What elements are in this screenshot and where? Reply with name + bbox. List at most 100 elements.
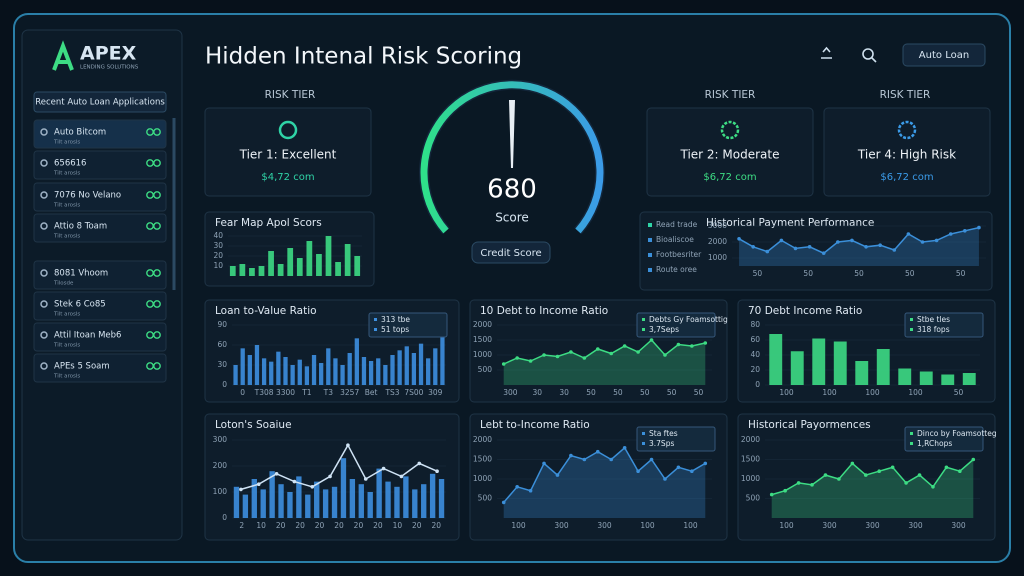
bar (233, 365, 238, 385)
bar (368, 361, 374, 385)
tier-icon (278, 120, 298, 140)
bar (233, 486, 240, 518)
line (771, 458, 974, 496)
point (328, 474, 332, 479)
point (528, 359, 533, 363)
point (863, 473, 868, 477)
point (292, 479, 297, 484)
point (810, 483, 814, 487)
gauge-label: Score (495, 211, 529, 225)
bar (258, 266, 265, 276)
point (877, 469, 882, 474)
y-tick-label: 0 (755, 380, 760, 389)
bar (383, 365, 388, 385)
point (595, 347, 600, 351)
point (821, 251, 826, 255)
bar (919, 371, 933, 385)
x-tick-label: 50 (905, 269, 915, 278)
y-tick-label: 1000 (473, 474, 492, 483)
point (609, 457, 614, 462)
y-tick-label: 0 (222, 380, 227, 389)
item-icon (40, 191, 48, 199)
item-icon (40, 300, 48, 308)
application-item[interactable] (33, 213, 167, 243)
item-name: 7076 No Velano (54, 191, 121, 201)
bar (790, 351, 804, 385)
x-tick-label: 100 (683, 521, 698, 530)
bar (239, 264, 246, 276)
x-tick-label: 309 (428, 388, 443, 397)
application-item[interactable] (33, 353, 167, 383)
bar (376, 358, 381, 385)
bar (335, 262, 341, 276)
point (751, 245, 755, 249)
x-tick-label: 300 (865, 521, 880, 530)
y-tick-label: 1500 (473, 335, 492, 344)
bar (261, 358, 267, 385)
point (515, 356, 519, 360)
point (793, 246, 798, 251)
tooltip (636, 426, 716, 452)
application-item[interactable] (33, 291, 167, 321)
application-item[interactable] (33, 322, 167, 352)
tooltip (904, 426, 984, 452)
tooltip-text: 3,7Seps (649, 325, 679, 334)
x-tick-label: 20 (354, 521, 364, 530)
upload-icon[interactable] (821, 46, 832, 59)
tooltip-swatch (374, 328, 377, 331)
y-tick-label: 1000 (741, 474, 760, 483)
bar (260, 489, 266, 518)
section-button[interactable] (33, 91, 167, 113)
application-item[interactable] (33, 260, 167, 290)
tooltip (368, 312, 448, 338)
x-tick-label: 50 (803, 269, 813, 278)
legend-swatch (648, 253, 652, 257)
bar (440, 335, 445, 385)
tooltip-text: Debts Gy Foamsottig (649, 315, 728, 324)
bar (438, 479, 445, 518)
point (636, 350, 640, 354)
tooltip-swatch (910, 442, 913, 445)
bar (296, 258, 303, 276)
x-tick-label: 50 (586, 388, 596, 397)
x-tick-label: 100 (779, 388, 794, 397)
tooltip (904, 312, 984, 338)
application-item[interactable] (33, 150, 167, 180)
chart-title: Loton's Soaiue (215, 419, 292, 431)
bar (344, 244, 351, 276)
point (703, 341, 708, 345)
search-icon-handle (871, 57, 877, 63)
y-tick-label: 20 (750, 365, 760, 374)
bar (304, 366, 310, 385)
bar (287, 492, 293, 518)
auto-loan-button[interactable] (902, 43, 986, 67)
bar (404, 346, 409, 385)
x-tick-label: 30 (533, 388, 543, 397)
search-icon[interactable] (862, 48, 874, 60)
point (515, 485, 519, 489)
application-item[interactable] (33, 119, 167, 149)
item-toggle (153, 362, 161, 370)
x-tick-label: 300 (597, 521, 612, 530)
bar (412, 489, 418, 518)
tier-label: RISK TIER (880, 89, 931, 101)
y-tick-label: 200 (213, 461, 228, 470)
point (676, 465, 681, 470)
bar (340, 365, 345, 385)
y-tick-label: 40 (213, 231, 223, 240)
point (807, 245, 812, 249)
bar (249, 268, 255, 276)
credit-score-button[interactable] (471, 241, 551, 264)
point (920, 240, 925, 244)
y-tick-label: 10 (213, 261, 223, 270)
bar (429, 473, 436, 518)
tier-card (646, 107, 814, 197)
bar (268, 251, 274, 276)
legend-swatch (648, 223, 652, 227)
bar (426, 358, 431, 385)
tier-amount: $6,72 com (880, 172, 933, 183)
bar (242, 494, 249, 518)
application-item[interactable] (33, 182, 167, 212)
tooltip-swatch (910, 328, 913, 331)
x-tick-label: 100 (908, 388, 923, 397)
